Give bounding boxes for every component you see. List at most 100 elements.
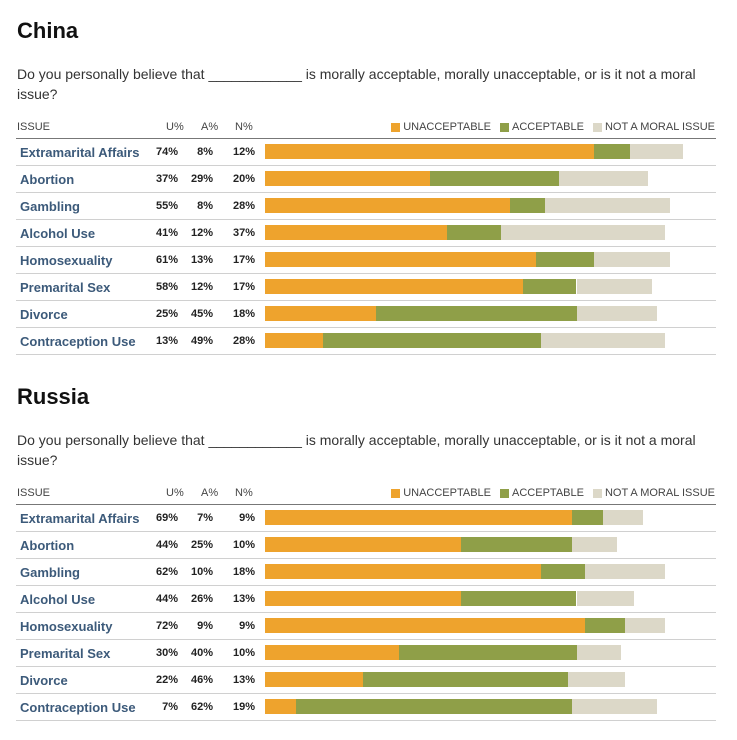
bar-segment-unacceptable (265, 198, 510, 213)
value-label-not_moral: 10% (232, 647, 255, 659)
bar-segment-not_moral (500, 225, 666, 240)
value-label-acceptable: 40% (190, 647, 213, 659)
value-label-acceptable: 12% (190, 227, 213, 239)
value-label-unacceptable: 25% (155, 308, 178, 320)
value-label-unacceptable: 58% (155, 281, 178, 293)
legend-item-not_moral: NOT A MORAL ISSUE (592, 121, 715, 133)
value-label-unacceptable: 74% (155, 146, 178, 158)
bar-segment-unacceptable (265, 279, 524, 294)
bar-segment-not_moral (585, 564, 666, 579)
issue-label: Homosexuality (20, 619, 113, 634)
issue-table: Extramarital Affairs 74% 8% 12% Abortion 37% 2… (16, 138, 716, 355)
table-row: Homosexuality 61% 13% 17% (16, 247, 716, 274)
value-label-not_moral: 28% (232, 200, 255, 212)
table-row: Divorce 22% 46% 13% (16, 667, 716, 694)
legend-label-not_moral: NOT A MORAL ISSUE (604, 121, 715, 133)
issue-label: Divorce (20, 307, 68, 322)
value-label-unacceptable: 22% (155, 674, 178, 686)
column-header-a: A% (201, 121, 219, 133)
bar-segment-not_moral (540, 333, 666, 348)
value-label-unacceptable: 37% (155, 173, 178, 185)
survey-question: Do you personally believe that _________… (17, 66, 696, 102)
legend-label-acceptable: ACCEPTABLE (512, 487, 584, 499)
issue-table: Extramarital Affairs 69% 7% 9% Abortion 44% 25… (16, 504, 716, 721)
value-label-acceptable: 13% (190, 254, 213, 266)
value-label-unacceptable: 55% (155, 200, 178, 212)
bar-segment-not_moral (576, 645, 621, 660)
bar-segment-acceptable (536, 252, 595, 267)
value-label-acceptable: 45% (190, 308, 213, 320)
bar-segment-unacceptable (265, 699, 297, 714)
table-row: Alcohol Use 41% 12% 37% (16, 220, 716, 247)
bar-segment-not_moral (576, 279, 653, 294)
bar-segment-unacceptable (265, 510, 573, 525)
table-row: Gambling 62% 10% 18% (16, 559, 716, 586)
bar-segment-acceptable (376, 306, 577, 321)
column-header-issue: ISSUE (17, 487, 51, 499)
column-header-n: N% (235, 121, 253, 133)
value-label-unacceptable: 44% (155, 593, 178, 605)
bar-segment-unacceptable (265, 618, 586, 633)
bar-segment-unacceptable (265, 537, 461, 552)
issue-label: Divorce (20, 673, 68, 688)
legend-label-acceptable: ACCEPTABLE (512, 121, 584, 133)
legend-item-acceptable: ACCEPTABLE (500, 121, 584, 133)
legend-item-not_moral: NOT A MORAL ISSUE (592, 487, 715, 499)
value-label-not_moral: 19% (232, 701, 255, 713)
column-header-n: N% (235, 487, 253, 499)
bar-segment-acceptable (322, 333, 541, 348)
bar-segment-not_moral (576, 591, 635, 606)
chart-title: China (17, 18, 79, 43)
value-label-not_moral: 18% (232, 308, 255, 320)
value-label-acceptable: 8% (197, 200, 213, 212)
value-label-unacceptable: 62% (155, 566, 178, 578)
table-row: Alcohol Use 44% 26% 13% (16, 586, 716, 613)
bar-segment-not_moral (545, 198, 670, 213)
value-label-not_moral: 17% (232, 281, 255, 293)
bar-segment-unacceptable (265, 645, 399, 660)
table-row: Premarital Sex 58% 12% 17% (16, 274, 716, 301)
bar-segment-unacceptable (265, 564, 541, 579)
value-label-unacceptable: 44% (155, 539, 178, 551)
bar-segment-not_moral (558, 171, 648, 186)
bar-segment-unacceptable (265, 306, 377, 321)
bar-segment-not_moral (572, 699, 657, 714)
value-label-acceptable: 26% (190, 593, 213, 605)
bar-segment-not_moral (576, 306, 657, 321)
bar-segment-acceptable (585, 618, 626, 633)
table-row: Contraception Use 13% 49% 28% (16, 328, 716, 355)
bar-segment-unacceptable (265, 144, 595, 159)
value-label-not_moral: 9% (239, 620, 255, 632)
bar-segment-unacceptable (265, 333, 323, 348)
value-label-unacceptable: 69% (155, 512, 178, 524)
bar-segment-acceptable (540, 564, 586, 579)
issue-label: Alcohol Use (20, 226, 96, 241)
bar-segment-not_moral (603, 510, 644, 525)
legend-label-not_moral: NOT A MORAL ISSUE (604, 487, 715, 499)
value-label-not_moral: 13% (232, 593, 255, 605)
survey-question: Do you personally believe that _________… (17, 432, 696, 468)
table-row: Divorce 25% 45% 18% (16, 301, 716, 328)
bar-segment-not_moral (567, 672, 626, 687)
issue-label: Homosexuality (20, 253, 113, 268)
table-row: Extramarital Affairs 74% 8% 12% (16, 138, 716, 166)
column-header-issue: ISSUE (17, 121, 51, 133)
value-label-acceptable: 49% (190, 335, 213, 347)
value-label-not_moral: 13% (232, 674, 255, 686)
bar-segment-unacceptable (265, 171, 430, 186)
legend-swatch-not_moral (592, 122, 602, 132)
bar-segment-not_moral (625, 618, 666, 633)
legend-swatch-acceptable (500, 122, 510, 132)
bar-segment-unacceptable (265, 591, 461, 606)
value-label-acceptable: 7% (197, 512, 213, 524)
bar-segment-acceptable (362, 672, 568, 687)
bar-segment-unacceptable (265, 225, 448, 240)
column-header-u: U% (166, 121, 184, 133)
table-row: Abortion 37% 29% 20% (16, 166, 716, 193)
legend-swatch-unacceptable (391, 488, 401, 498)
table-row: Premarital Sex 30% 40% 10% (16, 640, 716, 667)
value-label-acceptable: 62% (190, 701, 213, 713)
issue-label: Gambling (20, 565, 80, 580)
bar-segment-acceptable (460, 537, 573, 552)
issue-label: Extramarital Affairs (20, 145, 140, 160)
